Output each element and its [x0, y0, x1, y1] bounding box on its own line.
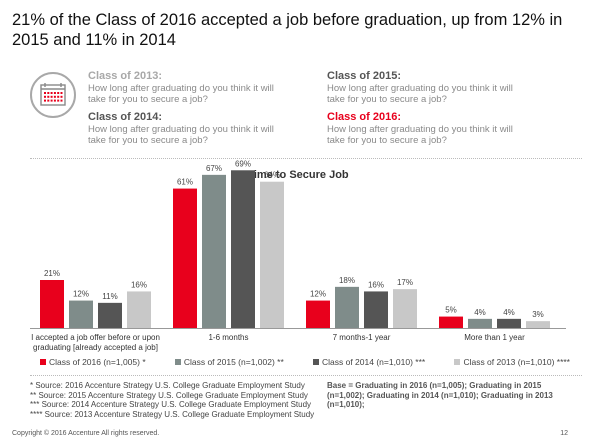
legend-item: Class of 2016 (n=1,005) * [40, 357, 146, 367]
bottom-divider [30, 375, 582, 376]
bar-value-label: 67% [206, 164, 222, 173]
category-label: 7 months-1 year [333, 333, 391, 342]
time-to-secure-job-chart: Time to Secure Job 21% 12% 11% 16% I accepte… [30, 160, 566, 352]
category-label: More than 1 year [464, 333, 525, 342]
bar [260, 181, 284, 328]
legend-item: Class of 2015 (n=1,002) ** [174, 357, 284, 367]
bar-value-label: 64% [264, 171, 280, 180]
bar-value-label: 4% [474, 308, 486, 317]
bar [202, 174, 226, 328]
calendar-dot [53, 92, 56, 94]
bar-value-label: 5% [445, 306, 457, 315]
calendar-dot [50, 95, 53, 98]
bar [439, 316, 463, 328]
base-note: Base = Graduating in 2016 (n=1,005); Gra… [327, 381, 553, 409]
bars-layer: 21% 12% 11% 16% I accepted a job offer befor… [30, 160, 566, 352]
question-2014-title: Class of 2014: [88, 111, 162, 123]
legend-label: Class of 2013 (n=1,010) **** [463, 357, 570, 367]
bar [526, 321, 550, 328]
question-2016-text: How long after graduating do you think i… [327, 124, 513, 146]
source-line: **** Source: 2013 Accenture Strategy U.S… [30, 409, 315, 419]
bar-value-label: 69% [235, 160, 251, 168]
calendar-dot [44, 95, 46, 98]
calendar-dot [60, 92, 63, 94]
question-2013-text: How long after graduating do you think i… [88, 83, 274, 105]
calendar-dot [57, 95, 60, 98]
chart-legend: Class of 2016 (n=1,005) * Class of 2015 (… [40, 357, 570, 367]
question-2013: Class of 2013: How long after graduating… [88, 70, 293, 105]
question-2014: Class of 2014: How long after graduating… [88, 111, 293, 146]
legend-swatch [454, 359, 461, 365]
bar-value-label: 11% [102, 292, 117, 301]
calendar-dot [53, 99, 56, 102]
category-label: graduating [already accepted a job] [33, 343, 158, 352]
question-2015: Class of 2015: How long after graduating… [327, 70, 532, 105]
calendar-dot [47, 99, 50, 102]
bar [40, 280, 64, 328]
chart-title: Time to Secure Job [247, 169, 349, 181]
calendar-dot [47, 95, 50, 98]
bar [468, 318, 492, 328]
bar [173, 188, 197, 328]
legend-swatch [312, 359, 319, 365]
category-label: 1-6 months [208, 333, 248, 342]
source-line: ** Source: 2015 Accenture Strategy U.S. … [30, 390, 308, 400]
bar [497, 318, 521, 328]
bar-value-label: 17% [397, 278, 413, 287]
bar-value-label: 61% [177, 178, 193, 187]
question-2015-title: Class of 2015: [327, 70, 401, 82]
question-2016-title: Class of 2016: [327, 111, 401, 123]
calendar-dot [44, 92, 46, 94]
calendar-dot [57, 99, 60, 102]
question-2015-text: How long after graduating do you think i… [327, 83, 513, 105]
legend-item: Class of 2013 (n=1,010) **** [454, 357, 570, 367]
calendar-dot [50, 92, 53, 94]
category-label: I accepted a job offer before or upon [31, 333, 160, 342]
bar-value-label: 12% [73, 290, 89, 299]
calendar-dot [53, 95, 56, 98]
question-2016: Class of 2016: How long after graduating… [327, 111, 532, 146]
calendar-icon-graphic [40, 83, 66, 106]
calendar-dot [50, 99, 53, 102]
page-number: 12 [560, 430, 568, 437]
legend-label: Class of 2014 (n=1,010) *** [321, 357, 426, 367]
legend-swatch [40, 359, 46, 365]
question-2014-text: How long after graduating do you think i… [88, 124, 274, 146]
bar [98, 302, 122, 328]
copyright-text: Copyright © 2016 Accenture All rights re… [12, 430, 160, 437]
legend-item: Class of 2014 (n=1,010) *** [312, 357, 426, 367]
bar [231, 170, 255, 328]
source-notes: * Source: 2016 Accenture Strategy U.S. C… [30, 381, 330, 419]
calendar-dot [44, 99, 46, 102]
source-line: * Source: 2016 Accenture Strategy U.S. C… [30, 381, 305, 390]
bar [393, 289, 417, 328]
bar-value-label: 21% [44, 269, 60, 278]
calendar-dot [57, 92, 60, 94]
bar [364, 291, 388, 328]
bar-value-label: 12% [310, 290, 326, 299]
legend-swatch [174, 359, 181, 365]
bar [69, 300, 93, 328]
legend-label: Class of 2016 (n=1,005) * [49, 357, 146, 367]
bar [306, 300, 330, 328]
bar-value-label: 16% [368, 280, 384, 289]
bar-value-label: 18% [339, 276, 355, 285]
calendar-dot [60, 95, 63, 98]
question-2013-title: Class of 2013: [88, 70, 162, 82]
calendar-dot [47, 92, 50, 94]
page-headline: 21% of the Class of 2016 accepted a job … [12, 11, 563, 49]
bar-value-label: 4% [503, 308, 515, 317]
bar-value-label: 3% [532, 310, 544, 319]
calendar-dot [60, 99, 63, 102]
legend-label: Class of 2015 (n=1,002) ** [183, 357, 284, 367]
source-line: *** Source: 2014 Accenture Strategy U.S.… [30, 400, 312, 409]
bar [335, 286, 359, 328]
calendar-icon [30, 72, 76, 118]
bar-value-label: 16% [131, 280, 147, 289]
bar [127, 291, 151, 328]
top-divider [30, 158, 582, 159]
